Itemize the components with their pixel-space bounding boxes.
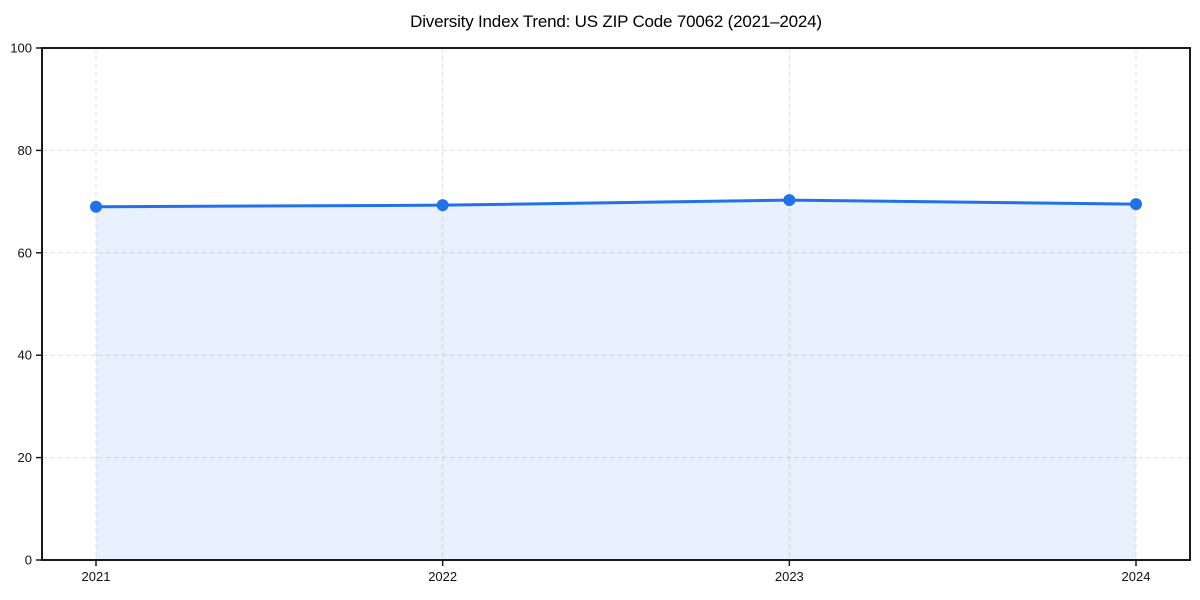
y-tick-label: 100 [10, 41, 32, 56]
axis-tick-marks [36, 47, 1137, 566]
y-tick-label: 20 [18, 450, 32, 465]
data-point-2024 [1130, 198, 1142, 211]
y-tick-label: 60 [18, 245, 32, 260]
plot-border [41, 47, 1191, 561]
data-point-2023 [783, 194, 796, 207]
series-line [94, 198, 1138, 209]
x-tick-label: 2023 [775, 569, 804, 584]
x-tick-label: 2024 [1122, 569, 1151, 584]
y-tick-label: 40 [18, 348, 32, 363]
y-tick-label: 80 [18, 143, 32, 158]
gridlines [42, 48, 1190, 560]
x-tick-label: 2021 [82, 569, 111, 584]
data-point-2021 [90, 200, 102, 213]
axis-tick-labels: 0 20 40 60 80 100 2021 2022 2023 2024 [10, 41, 1150, 585]
x-tick-label: 2022 [428, 569, 457, 584]
series-area-fill [96, 200, 1136, 560]
data-point-2022 [436, 199, 449, 212]
chart-title: Diversity Index Trend: US ZIP Code 70062… [410, 12, 822, 31]
y-tick-label: 0 [25, 553, 32, 568]
